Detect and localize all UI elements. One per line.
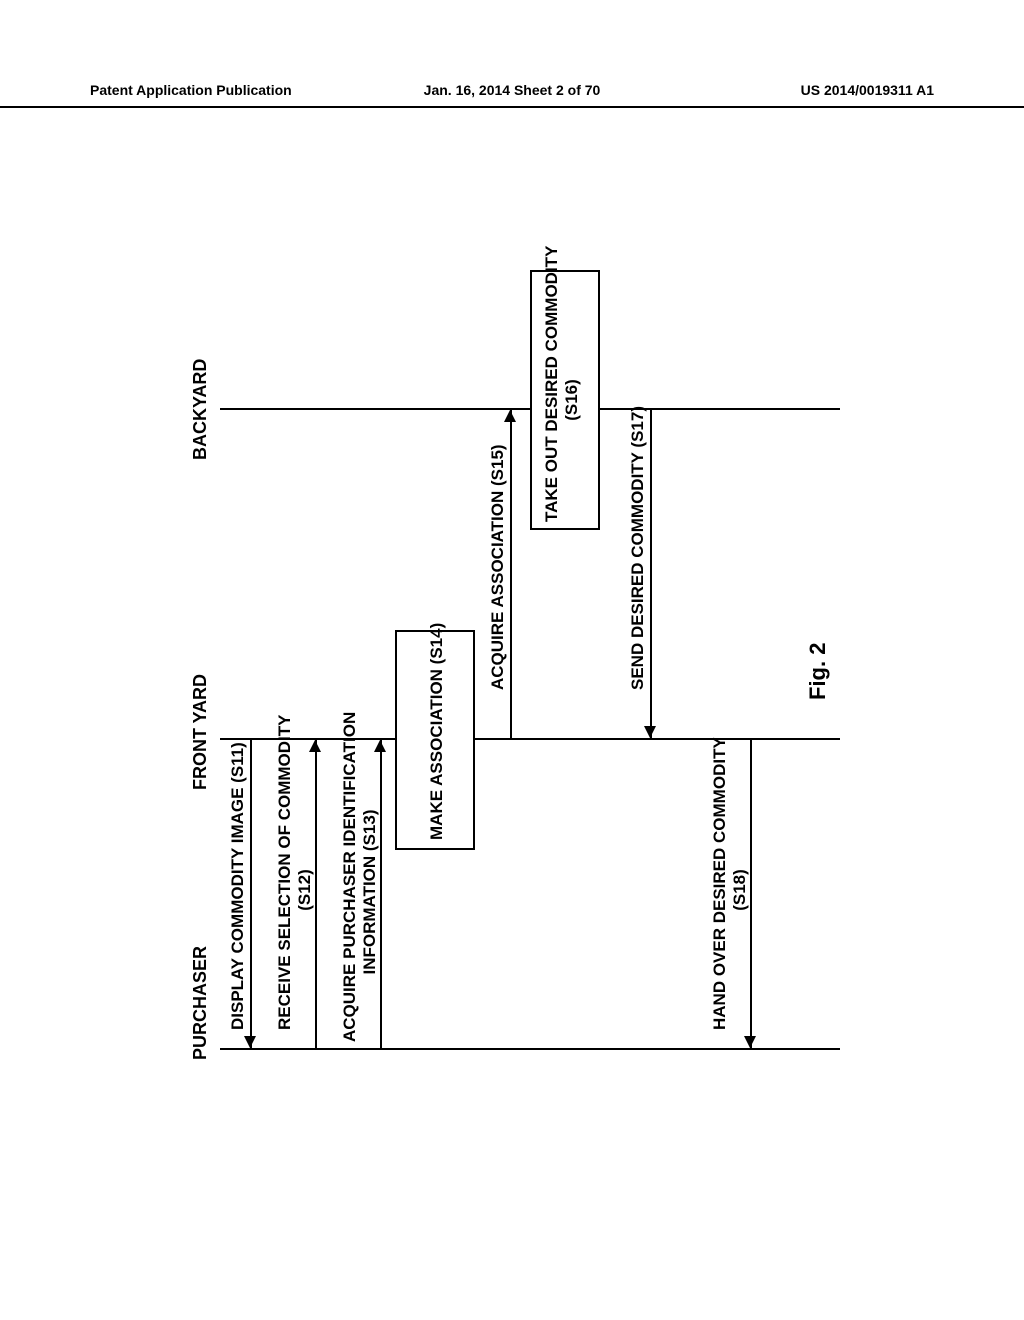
lane-purchaser-label: PURCHASER: [190, 946, 211, 1060]
msg-s18-text: HAND OVER DESIRED COMMODITY (S18): [710, 750, 751, 1030]
header-patent-number: US 2014/0019311 A1: [801, 82, 934, 98]
figure-label: Fig. 2: [805, 643, 831, 700]
msg-s17-arrow: [644, 726, 656, 738]
msg-s15-line: [510, 410, 512, 738]
msg-s11-line: [250, 740, 252, 1048]
msg-s11-text: DISPLAY COMMODITY IMAGE (S11): [228, 742, 248, 1030]
lifeline-purchaser: [220, 1048, 840, 1050]
header-date-sheet: Jan. 16, 2014 Sheet 2 of 70: [424, 82, 601, 98]
page-header: Patent Application Publication Jan. 16, …: [0, 78, 1024, 108]
sequence-diagram: PURCHASER FRONT YARD BACKYARD DISPLAY CO…: [180, 250, 840, 1050]
lane-frontyard-label: FRONT YARD: [190, 674, 211, 790]
msg-s12-text: RECEIVE SELECTION OF COMMODITY (S12): [275, 750, 316, 1030]
msg-s18-arrow: [744, 1036, 756, 1048]
msg-s15-text: ACQUIRE ASSOCIATION (S15): [488, 444, 508, 690]
msg-s17-text: SEND DESIRED COMMODITY (S17): [628, 406, 648, 690]
msg-s13-text: ACQUIRE PURCHASER IDENTIFICATION INFORMA…: [340, 742, 381, 1042]
msg-s14-text: MAKE ASSOCIATION (S14): [427, 640, 447, 840]
msg-s16-text: TAKE OUT DESIRED COMMODITY (S16): [542, 278, 583, 522]
msg-s11-arrow: [244, 1036, 256, 1048]
rotated-layer: PURCHASER FRONT YARD BACKYARD DISPLAY CO…: [180, 250, 840, 1050]
msg-s15-arrow: [504, 410, 516, 422]
header-publication: Patent Application Publication: [90, 82, 292, 98]
msg-s17-line: [650, 410, 652, 738]
lane-backyard-label: BACKYARD: [190, 359, 211, 460]
